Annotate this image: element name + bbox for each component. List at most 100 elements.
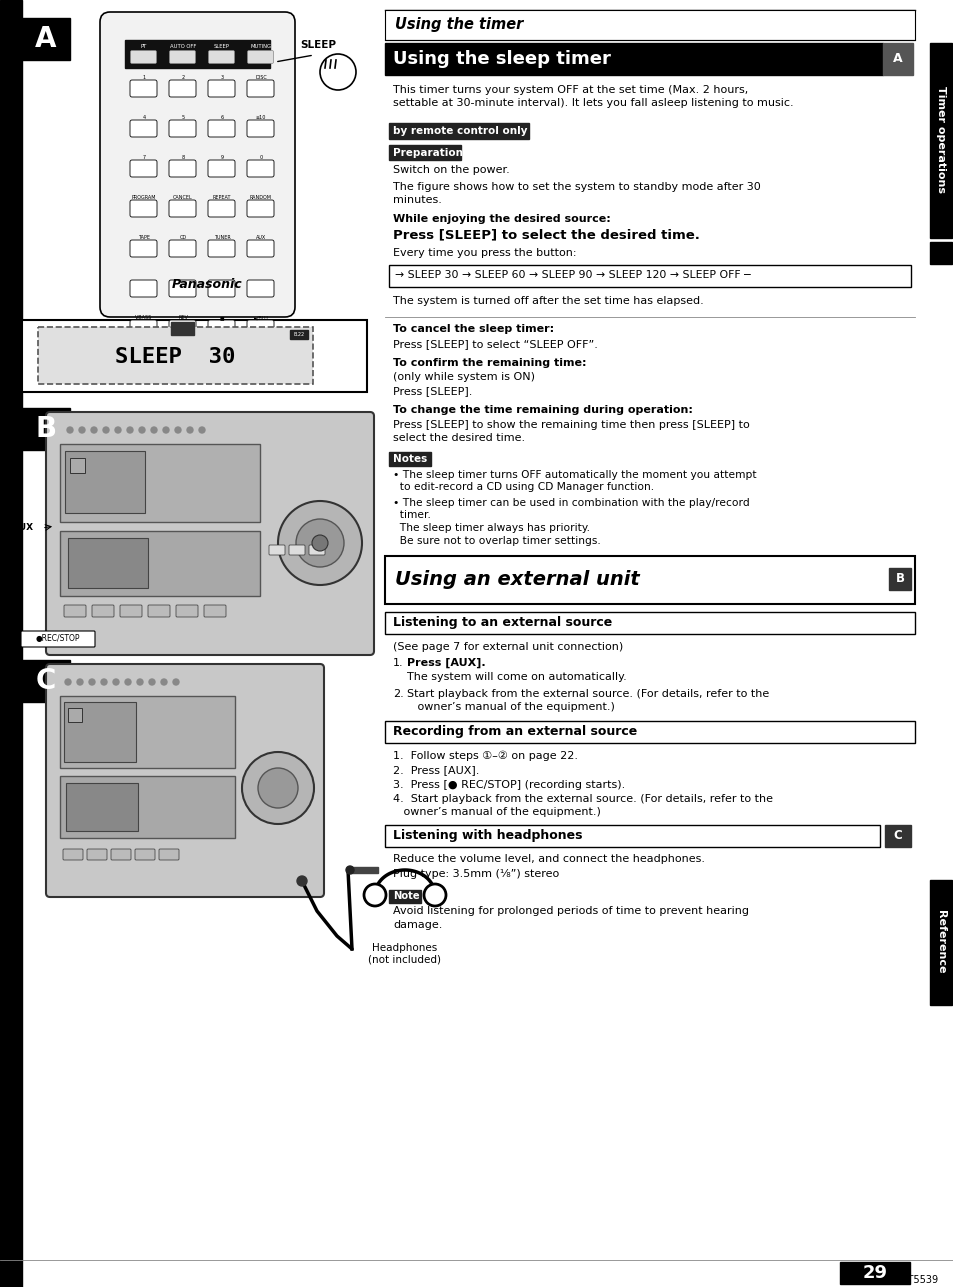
Circle shape bbox=[295, 519, 344, 568]
Text: SLEEP  30: SLEEP 30 bbox=[114, 347, 235, 367]
FancyBboxPatch shape bbox=[209, 50, 234, 63]
Bar bbox=[290, 329, 308, 338]
Text: Preparation: Preparation bbox=[393, 148, 462, 157]
FancyBboxPatch shape bbox=[170, 50, 195, 63]
Text: Press [SLEEP] to select “SLEEP OFF”.: Press [SLEEP] to select “SLEEP OFF”. bbox=[393, 338, 598, 349]
Bar bbox=[22, 660, 70, 701]
FancyBboxPatch shape bbox=[169, 281, 195, 297]
Circle shape bbox=[137, 680, 143, 685]
Text: Panasonic: Panasonic bbox=[172, 278, 242, 291]
FancyBboxPatch shape bbox=[87, 849, 107, 860]
Text: ●REC/STOP: ●REC/STOP bbox=[35, 634, 80, 644]
Circle shape bbox=[79, 427, 85, 432]
FancyBboxPatch shape bbox=[64, 605, 86, 616]
Circle shape bbox=[161, 680, 167, 685]
FancyBboxPatch shape bbox=[21, 631, 95, 647]
Text: 8: 8 bbox=[181, 154, 184, 160]
Text: (See page 7 for external unit connection): (See page 7 for external unit connection… bbox=[393, 641, 622, 651]
Text: Recording from an external source: Recording from an external source bbox=[393, 726, 637, 739]
Text: AUX: AUX bbox=[255, 236, 266, 239]
FancyBboxPatch shape bbox=[130, 281, 157, 297]
Bar bbox=[350, 867, 377, 873]
Circle shape bbox=[89, 680, 95, 685]
FancyBboxPatch shape bbox=[247, 160, 274, 178]
Circle shape bbox=[67, 427, 73, 432]
FancyBboxPatch shape bbox=[130, 120, 157, 136]
FancyBboxPatch shape bbox=[131, 50, 156, 63]
FancyBboxPatch shape bbox=[159, 849, 179, 860]
Circle shape bbox=[163, 427, 169, 432]
Text: DISC: DISC bbox=[254, 75, 267, 80]
Text: Start playback from the external source. (For details, refer to the
   owner’s m: Start playback from the external source.… bbox=[407, 689, 768, 712]
Text: 4: 4 bbox=[142, 115, 146, 120]
Text: 2.: 2. bbox=[393, 689, 403, 699]
Circle shape bbox=[127, 427, 132, 432]
Text: 4.  Start playback from the external source. (For details, refer to the
   owner: 4. Start playback from the external sour… bbox=[393, 794, 772, 817]
Text: REV: REV bbox=[178, 315, 188, 320]
Bar bbox=[70, 458, 85, 474]
Bar bbox=[22, 320, 367, 393]
Bar bbox=[385, 42, 882, 75]
FancyBboxPatch shape bbox=[247, 199, 274, 218]
Text: PROGRAM: PROGRAM bbox=[132, 196, 156, 199]
Text: 1.  Follow steps ①–② on page 22.: 1. Follow steps ①–② on page 22. bbox=[393, 752, 578, 762]
Text: 6: 6 bbox=[220, 115, 223, 120]
FancyBboxPatch shape bbox=[247, 120, 274, 136]
FancyBboxPatch shape bbox=[135, 849, 154, 860]
Bar bbox=[389, 452, 431, 466]
Circle shape bbox=[139, 427, 145, 432]
FancyBboxPatch shape bbox=[169, 120, 195, 136]
Text: Using the sleep timer: Using the sleep timer bbox=[393, 50, 610, 68]
Text: To change the time remaining during operation:: To change the time remaining during oper… bbox=[393, 405, 692, 414]
Text: –   VOLUME   +: – VOLUME + bbox=[178, 351, 234, 360]
Text: 29: 29 bbox=[862, 1264, 886, 1282]
Text: The figure shows how to set the system to standby mode after 30
minutes.: The figure shows how to set the system t… bbox=[393, 181, 760, 205]
FancyBboxPatch shape bbox=[169, 80, 195, 97]
Text: To confirm the remaining time:: To confirm the remaining time: bbox=[393, 358, 586, 368]
FancyBboxPatch shape bbox=[247, 239, 274, 257]
Bar bbox=[389, 265, 910, 287]
Circle shape bbox=[77, 680, 83, 685]
Text: 1: 1 bbox=[142, 75, 146, 80]
Text: Switch on the power.: Switch on the power. bbox=[393, 165, 509, 175]
Text: Note: Note bbox=[393, 891, 419, 901]
Text: (only while system is ON): (only while system is ON) bbox=[393, 372, 535, 382]
FancyBboxPatch shape bbox=[100, 12, 294, 317]
Circle shape bbox=[115, 427, 121, 432]
FancyBboxPatch shape bbox=[91, 605, 113, 616]
Circle shape bbox=[277, 501, 361, 586]
FancyBboxPatch shape bbox=[169, 320, 195, 337]
Bar bbox=[385, 611, 914, 633]
Circle shape bbox=[312, 535, 328, 551]
Circle shape bbox=[423, 884, 446, 906]
Text: To cancel the sleep timer:: To cancel the sleep timer: bbox=[393, 324, 554, 335]
Text: ■: ■ bbox=[219, 315, 224, 320]
Bar bbox=[22, 18, 70, 60]
Circle shape bbox=[199, 427, 205, 432]
FancyBboxPatch shape bbox=[247, 50, 274, 63]
Circle shape bbox=[125, 680, 131, 685]
FancyBboxPatch shape bbox=[208, 239, 234, 257]
Text: REPEAT: REPEAT bbox=[213, 196, 231, 199]
FancyBboxPatch shape bbox=[309, 544, 325, 555]
Bar bbox=[929, 42, 951, 238]
Circle shape bbox=[101, 680, 107, 685]
Text: MUTING: MUTING bbox=[251, 44, 272, 49]
Text: Timer operations: Timer operations bbox=[935, 86, 945, 193]
Text: 5: 5 bbox=[181, 115, 184, 120]
Text: 3: 3 bbox=[220, 75, 223, 80]
FancyBboxPatch shape bbox=[247, 281, 274, 297]
Text: ≥10: ≥10 bbox=[255, 115, 266, 120]
Bar bbox=[0, 0, 22, 1287]
Bar bbox=[385, 556, 914, 604]
Circle shape bbox=[346, 866, 354, 874]
Text: C: C bbox=[893, 829, 902, 842]
Bar bbox=[60, 444, 260, 523]
Text: The system is turned off after the set time has elapsed.: The system is turned off after the set t… bbox=[393, 296, 703, 306]
FancyBboxPatch shape bbox=[46, 664, 324, 897]
FancyBboxPatch shape bbox=[208, 160, 234, 178]
Text: TAPE: TAPE bbox=[138, 236, 150, 239]
Text: Every time you press the button:: Every time you press the button: bbox=[393, 248, 576, 257]
Text: AUTO OFF: AUTO OFF bbox=[170, 44, 196, 49]
Bar bbox=[840, 1263, 909, 1284]
